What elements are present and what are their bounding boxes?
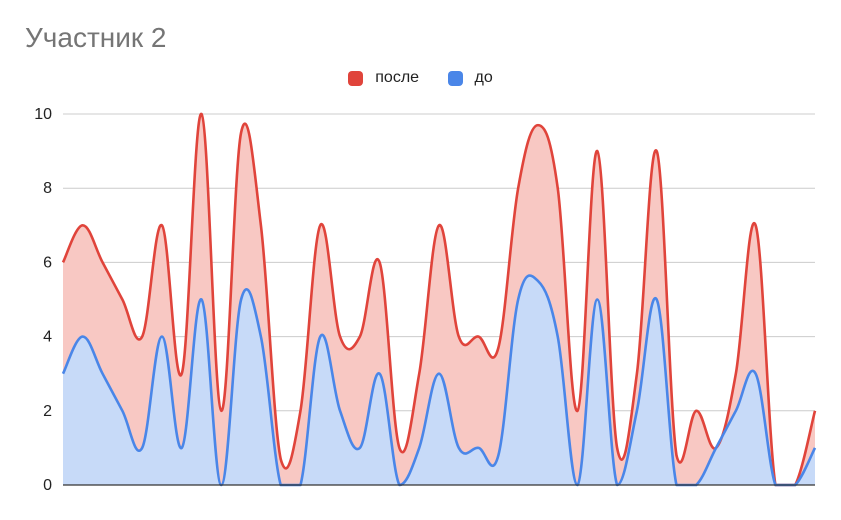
legend: после до — [0, 69, 841, 91]
y-tick-label: 2 — [43, 403, 52, 420]
series-line-0 — [61, 112, 817, 487]
y-tick-label: 4 — [43, 329, 52, 346]
legend-swatch-before — [447, 70, 463, 86]
y-tick-label: 8 — [43, 180, 52, 197]
legend-item-before[interactable]: до — [447, 69, 493, 87]
series-area-1 — [63, 275, 815, 485]
y-tick-label: 10 — [34, 106, 52, 123]
chart-title: Участник 2 — [25, 22, 167, 53]
y-tick-label: 6 — [43, 254, 52, 271]
legend-label-after: после — [375, 69, 420, 86]
legend-swatch-after — [348, 70, 364, 86]
legend-item-after[interactable]: после — [348, 69, 419, 87]
y-tick-label: 0 — [43, 477, 52, 494]
legend-label-before: до — [474, 69, 493, 86]
series-line-1 — [61, 274, 817, 487]
